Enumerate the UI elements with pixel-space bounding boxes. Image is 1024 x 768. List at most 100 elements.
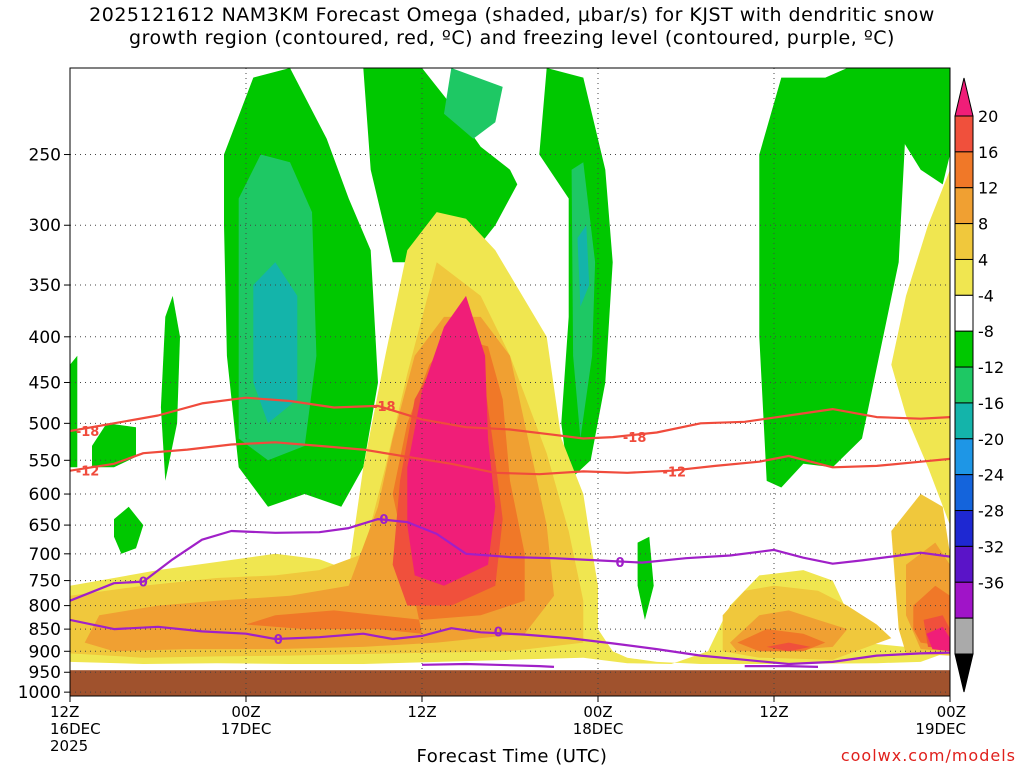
colorbar-label-9: -20 — [978, 430, 1004, 449]
contour-label-3-1: 0 — [494, 625, 503, 640]
contour-label-0-1: -18 — [372, 400, 396, 415]
x-axis-title: Forecast Time (UTC) — [416, 746, 608, 767]
colorbar-label-3: 8 — [978, 215, 988, 234]
omega-region-neg-12-1 — [577, 225, 590, 307]
y-tick-label-450: 450 — [29, 373, 61, 393]
colorbar-bottom-triangle — [954, 653, 974, 693]
y-tick-label-700: 700 — [29, 545, 61, 565]
omega-region-pos-gt20-0 — [407, 295, 496, 586]
colorbar-box-11 — [954, 474, 974, 512]
x-tick-label-0-1: 16DEC — [50, 720, 101, 738]
colorbar-label-2: 12 — [978, 179, 998, 198]
colorbar-box-5 — [954, 258, 974, 296]
colorbar-label-1: 16 — [978, 143, 998, 162]
y-tick-label-850: 850 — [29, 620, 61, 640]
x-tick-label-12-0: 00Z — [231, 703, 260, 721]
x-tick-label-60-0: 00Z — [937, 703, 966, 721]
omega-region-neg-4-7 — [92, 423, 136, 468]
omega-region-pos-20-1 — [766, 642, 811, 652]
contour-label-2-1: 0 — [379, 513, 388, 528]
omega-region-neg-4-6 — [70, 355, 78, 468]
omega-shading — [70, 68, 950, 664]
contour-line-2 — [70, 518, 950, 602]
omega-region-neg-4-5 — [160, 295, 180, 481]
omega-region-pos-gt20-1 — [926, 626, 950, 652]
contour-line-4 — [421, 662, 555, 668]
y-tick-label-550: 550 — [29, 451, 61, 471]
x-tick-label-12-1: 17DEC — [221, 720, 272, 738]
contour-label-1-0: -12 — [76, 465, 100, 480]
colorbar-label-7: -12 — [978, 358, 1004, 377]
y-tick-label-600: 600 — [29, 485, 61, 505]
y-tick-label-1000: 1000 — [18, 683, 61, 703]
site-credit: coolwx.com/models — [840, 746, 1016, 765]
omega-region-neg-12-0 — [253, 262, 298, 424]
omega-region-neg-8-1 — [444, 68, 503, 139]
y-tick-label-300: 300 — [29, 216, 61, 236]
contour-line-3 — [70, 618, 950, 666]
x-tick-label-60-1: 19DEC — [915, 720, 966, 738]
contour-label-1-1: -12 — [663, 465, 687, 480]
y-tick-label-400: 400 — [29, 328, 61, 348]
omega-region-neg-4-4 — [891, 68, 950, 185]
y-tick-label-800: 800 — [29, 597, 61, 617]
colorbar-box-15 — [954, 617, 974, 655]
colorbar-box-6 — [954, 294, 974, 332]
colorbar-box-10 — [954, 438, 974, 476]
omega-region-neg-4-9 — [637, 536, 654, 620]
colorbar-box-12 — [954, 510, 974, 547]
contour-label-0-2: -18 — [623, 431, 647, 446]
colorbar-box-7 — [954, 330, 974, 368]
colorbar-label-12: -32 — [978, 537, 1004, 556]
y-tick-label-750: 750 — [29, 572, 61, 592]
contours: -18 -18 -18 -12 -12 0 0 0 0 0 — [70, 396, 950, 668]
colorbar-top-triangle — [954, 77, 974, 117]
x-tick-label-0-0: 12Z — [50, 703, 79, 721]
grid-lines — [69, 68, 951, 696]
colorbar-box-4 — [954, 223, 974, 260]
colorbar-label-13: -36 — [978, 573, 1004, 592]
y-tick-label-950: 950 — [29, 663, 61, 683]
y-tick-label-500: 500 — [29, 414, 61, 434]
omega-region-neg-4-1 — [363, 68, 518, 263]
colorbar-label-10: -24 — [978, 466, 1004, 485]
colorbar-box-9 — [954, 402, 974, 440]
colorbar-label-11: -28 — [978, 502, 1004, 521]
colorbar-box-1 — [954, 115, 974, 153]
omega-region-neg-4-8 — [114, 506, 144, 554]
x-tick-label-0-2: 2025 — [50, 737, 88, 755]
colorbar-label-0: 20 — [978, 107, 998, 126]
contour-label-3-0: 0 — [274, 633, 283, 648]
y-tick-label-900: 900 — [29, 642, 61, 662]
colorbar-label-6: -8 — [978, 322, 994, 341]
colorbar-box-2 — [954, 151, 974, 189]
y-tick-label-250: 250 — [29, 146, 61, 166]
title-line-1: 2025121612 NAM3KM Forecast Omega (shaded… — [89, 4, 935, 26]
y-tick-label-650: 650 — [29, 516, 61, 536]
title-line-2: growth region (contoured, red, ºC) and f… — [129, 27, 895, 49]
colorbar-label-5: -4 — [978, 286, 994, 305]
x-tick-label-36-1: 18DEC — [573, 720, 624, 738]
colorbar-box-3 — [954, 187, 974, 225]
contour-label-0-0: -18 — [76, 425, 100, 440]
colorbar-label-8: -16 — [978, 394, 1004, 413]
colorbar-box-14 — [954, 581, 974, 619]
contour-label-2-0: 0 — [139, 576, 148, 591]
y-axis-ticks: 2503003504004505005506006507007508008509… — [18, 146, 70, 703]
contour-line-0 — [70, 396, 950, 440]
x-tick-label-36-0: 00Z — [583, 703, 612, 721]
x-tick-label-48-0: 12Z — [759, 703, 788, 721]
contour-label-2-2: 0 — [615, 556, 624, 571]
contour-line-1 — [70, 441, 950, 476]
x-tick-label-24-0: 12Z — [407, 703, 436, 721]
omega-region-neg-8-2 — [571, 162, 596, 439]
contour-line-5 — [744, 665, 819, 668]
chart-title: 2025121612 NAM3KM Forecast Omega (shaded… — [0, 4, 1024, 50]
colorbar: 20 16 12 8 4 -4 -8 -12 -16 -20 -24 -28 -32 -36 — [954, 77, 1004, 693]
colorbar-box-13 — [954, 545, 974, 583]
colorbar-box-8 — [954, 366, 974, 404]
y-tick-label-350: 350 — [29, 276, 61, 296]
colorbar-label-4: 4 — [978, 250, 988, 269]
